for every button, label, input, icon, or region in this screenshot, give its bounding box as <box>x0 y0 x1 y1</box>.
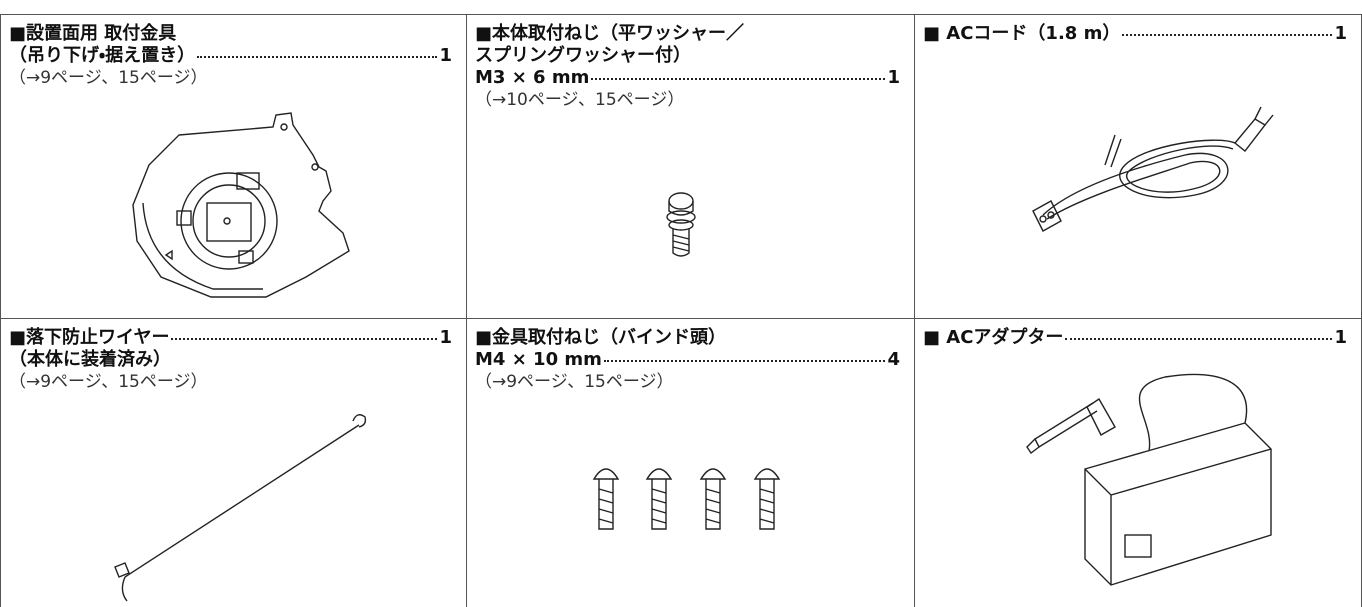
item-name: ■金具取付ねじ（バインド頭） <box>475 327 727 348</box>
item-line: ■ ACコード（1.8 m） 1 <box>923 23 1347 45</box>
item-line: （吊り下げ・据え置き） 1 <box>9 45 452 67</box>
item-name: ■ ACコード（1.8 m） <box>923 23 1121 44</box>
item-name: ■落下防止ワイヤー <box>9 327 170 348</box>
item-name: ■本体取付ねじ（平ワッシャー／ <box>475 23 745 44</box>
item-name: M3 × 6 mm <box>475 67 590 88</box>
accessory-table: ■設置面用 取付金具 （吊り下げ・据え置き） 1 （→9ページ、15ページ） ■本体取… <box>0 14 1362 607</box>
item-line: ■ ACアダプター 1 <box>923 327 1347 349</box>
ac-cord-illustration <box>1032 106 1274 232</box>
quantity: 1 <box>1334 327 1347 348</box>
item-line: M4 × 10 mm 4 <box>475 349 900 371</box>
dot-leader <box>171 338 438 340</box>
dot-leader <box>603 360 886 362</box>
item-text: ■本体取付ねじ（平ワッシャー／ スプリングワッシャー付） M3 × 6 mm 1 （→1… <box>475 23 900 111</box>
cell: ■本体取付ねじ（平ワッシャー／ スプリングワッシャー付） M3 × 6 mm 1 （→1… <box>467 15 915 319</box>
item-line: M3 × 6 mm 1 <box>475 67 900 89</box>
item-text: ■金具取付ねじ（バインド頭） M4 × 10 mm 4 （→9ページ、15ページ） <box>475 327 900 393</box>
item-name: ■ ACアダプター <box>923 327 1064 348</box>
item-name: M4 × 10 mm <box>475 349 602 370</box>
quantity: 1 <box>887 67 900 88</box>
item-text: ■ ACアダプター 1 <box>923 327 1347 349</box>
quantity: 1 <box>439 45 452 66</box>
cell: ■金具取付ねじ（バインド頭） M4 × 10 mm 4 （→9ページ、15ページ） <box>467 319 915 607</box>
page-reference: （→9ページ、15ページ） <box>475 372 674 392</box>
quantity: 1 <box>1334 23 1347 44</box>
item-line: （本体に装着済み） <box>9 349 452 371</box>
item-line: ■落下防止ワイヤー 1 <box>9 327 452 349</box>
quantity: 4 <box>887 349 900 370</box>
screw-illustration <box>666 192 696 257</box>
item-text: ■ ACコード（1.8 m） 1 <box>923 23 1347 45</box>
ac-adapter-illustration <box>1026 373 1272 586</box>
quantity: 1 <box>439 327 452 348</box>
item-name: スプリングワッシャー付） <box>475 45 691 66</box>
cell: ■ ACコード（1.8 m） 1 <box>915 15 1362 319</box>
dot-leader <box>1122 34 1333 36</box>
item-line: ■本体取付ねじ（平ワッシャー／ <box>475 23 900 45</box>
cell: ■設置面用 取付金具 （吊り下げ・据え置き） 1 （→9ページ、15ページ） <box>1 15 467 319</box>
bracket-illustration <box>132 112 350 298</box>
item-line: スプリングワッシャー付） <box>475 45 900 67</box>
page-reference: （→9ページ、15ページ） <box>9 372 208 392</box>
dot-leader <box>1065 338 1333 340</box>
page-reference: （→10ページ、15ページ） <box>475 90 685 110</box>
item-text: ■設置面用 取付金具 （吊り下げ・据え置き） 1 （→9ページ、15ページ） <box>9 23 452 89</box>
wire-illustration <box>114 414 367 602</box>
item-text: ■落下防止ワイヤー 1 （本体に装着済み） （→9ページ、15ページ） <box>9 327 452 393</box>
dot-leader <box>591 78 886 80</box>
cell: ■落下防止ワイヤー 1 （本体に装着済み） （→9ページ、15ページ） <box>1 319 467 607</box>
item-name: ■設置面用 取付金具 <box>9 23 177 44</box>
item-name: （本体に装着済み） <box>9 349 171 370</box>
item-line: ■金具取付ねじ（バインド頭） <box>475 327 900 349</box>
dot-leader <box>197 56 438 58</box>
item-line: ■設置面用 取付金具 <box>9 23 452 45</box>
cell: ■ ACアダプター 1 <box>915 319 1362 607</box>
screws-illustration <box>592 468 781 530</box>
item-name: （吊り下げ・据え置き） <box>9 45 196 66</box>
page-reference: （→9ページ、15ページ） <box>9 68 208 88</box>
